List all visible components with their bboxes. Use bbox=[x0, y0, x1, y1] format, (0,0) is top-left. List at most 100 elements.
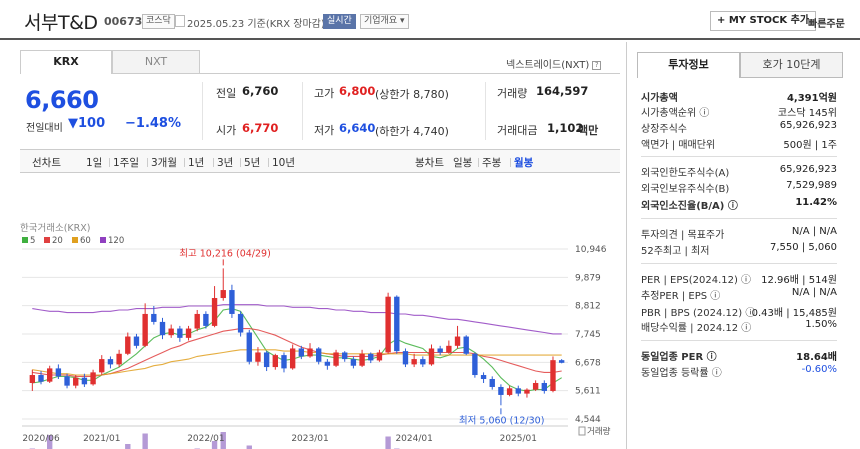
invest-row-value: 65,926,923 bbox=[779, 120, 837, 131]
x-tick-label: 2021/01 bbox=[83, 434, 120, 444]
candle-body bbox=[125, 336, 131, 354]
divider bbox=[302, 82, 303, 140]
invest-row-value: 7,529,989 bbox=[786, 180, 837, 191]
period-tabs: 선차트 1일 1주일 3개월 1년 3년 5년 10년 봉차트 일봉 주봉 월봉 bbox=[20, 149, 620, 173]
x-tick-label: 2024/01 bbox=[395, 434, 432, 444]
candle-tab[interactable]: 주봉 bbox=[482, 157, 502, 169]
x-tick-label: 2020/06 bbox=[22, 434, 60, 444]
candle-body bbox=[342, 352, 348, 360]
period-tab[interactable]: 3년 bbox=[217, 157, 234, 169]
legend-label: 120 bbox=[108, 236, 124, 246]
invest-row-label: 추정PER | EPS ⓘ bbox=[641, 291, 721, 302]
candle-body bbox=[324, 361, 331, 366]
ma-line bbox=[32, 328, 562, 377]
period-tab[interactable]: 1주일 bbox=[113, 157, 140, 169]
y-tick-label: 5,611 bbox=[575, 387, 601, 397]
tab-separator bbox=[184, 158, 185, 167]
prev-close-value: 6,760 bbox=[242, 84, 279, 98]
invest-row-label: 외국인보유주식수(B) bbox=[641, 184, 730, 195]
current-price: 6,660 bbox=[25, 86, 99, 114]
candle-body bbox=[402, 351, 409, 365]
tab-separator bbox=[268, 158, 269, 167]
section-divider bbox=[641, 340, 837, 341]
market-badge: 코스닥 bbox=[142, 14, 175, 29]
x-tick-label: 2025/01 bbox=[500, 434, 537, 444]
candle-body bbox=[394, 296, 400, 352]
candle-body bbox=[116, 353, 122, 365]
volume-bar bbox=[211, 441, 218, 449]
candle-body bbox=[185, 328, 192, 338]
company-info-dropdown[interactable]: 기업개요 ▾ bbox=[360, 14, 409, 29]
volume-bar bbox=[125, 444, 131, 449]
tab-krx[interactable]: KRX bbox=[20, 50, 112, 74]
period-tab[interactable]: 1년 bbox=[188, 157, 205, 169]
candle-body bbox=[368, 353, 374, 361]
invest-row-value: -0.60% bbox=[801, 364, 837, 375]
invest-row-value: 11.42% bbox=[795, 197, 837, 208]
legend-swatch bbox=[100, 237, 106, 243]
period-tab[interactable]: 3개월 bbox=[151, 157, 178, 169]
candle-body bbox=[99, 359, 105, 373]
help-icon[interactable]: ? bbox=[592, 60, 602, 70]
candle-tab[interactable]: 봉차트 bbox=[415, 157, 444, 169]
prev-close-label: 전일 bbox=[216, 87, 237, 100]
invest-row: 동일업종 등락률 ⓘ -0.60% bbox=[641, 364, 837, 379]
candle-body bbox=[558, 360, 565, 363]
open-value: 6,770 bbox=[242, 121, 279, 135]
amount-value: 1,102 bbox=[547, 121, 584, 135]
period-tab[interactable]: 1일 bbox=[86, 157, 103, 169]
price-chart[interactable]: 한국거래소(KRX) 5 20 60 120 10,946 9,879 8,812 7,745 6… bbox=[20, 173, 620, 449]
invest-row-label: 시가총액 bbox=[641, 93, 678, 104]
invest-row-value: 500원 | 1주 bbox=[783, 140, 837, 151]
x-tick-label: 2022/01 bbox=[187, 434, 224, 444]
tab-separator bbox=[147, 158, 148, 167]
change-percent: −1.48% bbox=[125, 116, 181, 131]
candle-body bbox=[498, 386, 504, 395]
candle-body bbox=[350, 359, 357, 366]
tab-nxt[interactable]: NXT bbox=[112, 50, 200, 74]
quick-order-link[interactable]: 빠른주문 bbox=[808, 19, 845, 30]
chart-source-label: 한국거래소(KRX) bbox=[20, 223, 90, 234]
volume-bar bbox=[142, 433, 148, 449]
tab-orderbook[interactable]: 호가 10단계 bbox=[740, 52, 843, 78]
invest-row-label: 외국인한도주식수(A) bbox=[641, 168, 730, 179]
candle-tab[interactable]: 일봉 bbox=[453, 157, 473, 169]
invest-row-label: 투자의견 | 목표주가 bbox=[641, 230, 725, 241]
add-mystock-button[interactable]: + MY STOCK 추가 bbox=[710, 11, 817, 31]
tab-invest-info[interactable]: 투자정보 bbox=[637, 52, 740, 78]
candle-body bbox=[446, 345, 452, 353]
low-value: 6,640 bbox=[339, 121, 376, 135]
candle-body bbox=[515, 388, 521, 394]
invest-row-value: 4,391억원 bbox=[786, 93, 837, 104]
invest-row-label: 상장주식수 bbox=[641, 124, 687, 135]
price-panel: KRX NXT 넥스트레이드(NXT)? 6,660 전일대비 ▼100 −1.… bbox=[20, 42, 620, 449]
invest-row-value: 7,550 | 5,060 bbox=[770, 242, 837, 253]
realtime-badge[interactable]: 실시간 bbox=[323, 14, 356, 29]
volume-value: 164,597 bbox=[536, 84, 589, 98]
candle-body bbox=[411, 359, 417, 365]
section-divider bbox=[641, 156, 837, 157]
candle-body bbox=[220, 290, 226, 299]
open-label: 시가 bbox=[216, 124, 237, 137]
section-divider bbox=[641, 263, 837, 264]
candle-body bbox=[73, 377, 79, 386]
invest-row-label: PBR | BPS (2024.12) ⓘ bbox=[641, 308, 756, 319]
invest-row-value: 18.64배 bbox=[796, 352, 837, 363]
candle-body bbox=[64, 376, 70, 386]
candle-tab[interactable]: 월봉 bbox=[514, 157, 534, 169]
change-label: 전일대비 bbox=[26, 123, 63, 134]
invest-row: PER | EPS(2024.12) ⓘ 12.96배 | 514원 bbox=[641, 271, 837, 286]
invest-row: 시가총액 4,391억원 bbox=[641, 89, 837, 104]
period-tab[interactable]: 5년 bbox=[244, 157, 261, 169]
legend-label: 20 bbox=[52, 236, 63, 246]
low-annotation: 최저 5,060 (12/30) bbox=[459, 415, 545, 426]
period-tab[interactable]: 10년 bbox=[272, 157, 296, 169]
candle-body bbox=[255, 352, 261, 362]
section-divider bbox=[641, 218, 837, 219]
volume-icon bbox=[578, 426, 586, 436]
candle-body bbox=[385, 296, 391, 353]
tab-separator bbox=[510, 158, 511, 167]
period-tab[interactable]: 선차트 bbox=[32, 157, 61, 169]
divider bbox=[485, 82, 486, 140]
candle-body bbox=[29, 375, 36, 383]
